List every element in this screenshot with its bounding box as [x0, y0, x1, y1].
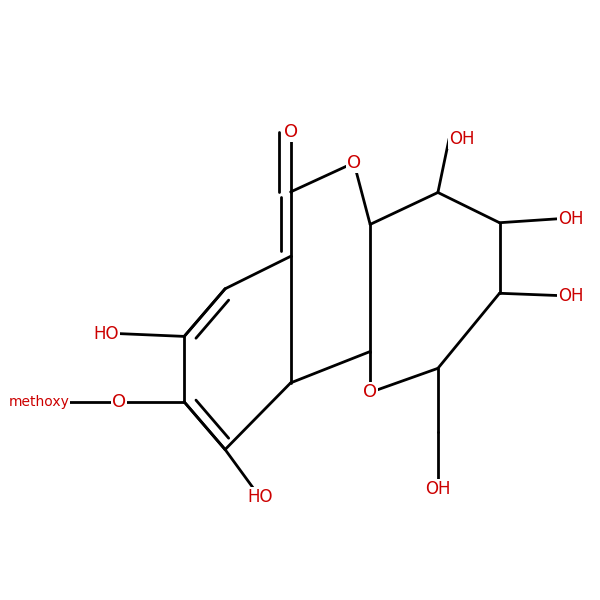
Text: O: O: [363, 383, 377, 401]
Text: HO: HO: [93, 325, 119, 343]
Text: O: O: [112, 393, 126, 411]
Text: OH: OH: [558, 287, 583, 305]
Text: OH: OH: [449, 130, 475, 148]
Text: HO: HO: [247, 488, 272, 506]
Text: O: O: [347, 154, 361, 172]
Text: OH: OH: [425, 480, 451, 498]
Text: O: O: [284, 123, 298, 141]
Text: OH: OH: [558, 210, 583, 228]
Text: methoxy: methoxy: [8, 395, 70, 409]
